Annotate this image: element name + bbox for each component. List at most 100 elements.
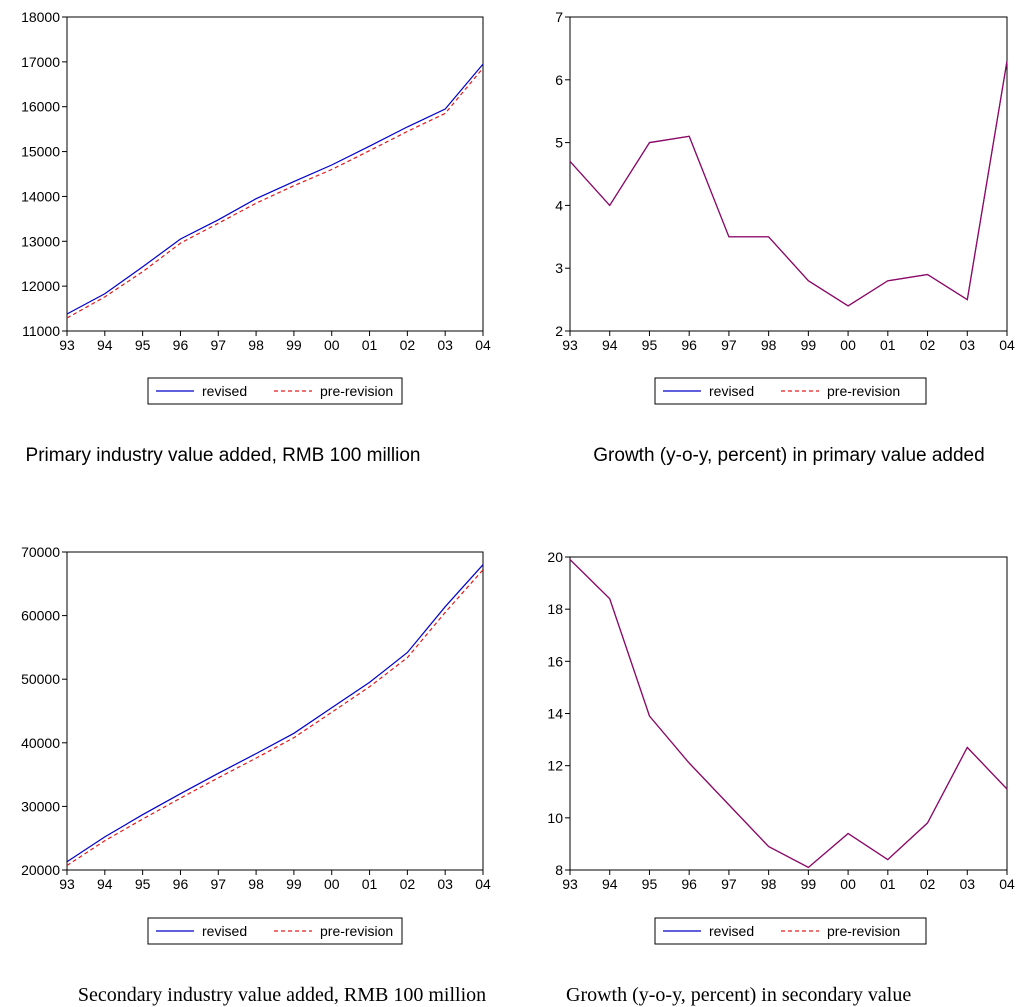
plot-frame	[66, 551, 484, 871]
x-tick-label: 00	[840, 876, 856, 892]
y-tick-label: 30000	[21, 798, 60, 814]
series-line-pre-revision	[66, 569, 484, 867]
x-tick-label: 01	[880, 876, 896, 892]
x-tick-label: 93	[59, 876, 75, 892]
y-tick-label: 2	[555, 323, 563, 339]
y-tick-label: 15000	[21, 144, 60, 160]
caption-secondary-value-added: Secondary industry value added, RMB 100 …	[78, 984, 486, 1006]
x-tick-label: 01	[362, 876, 378, 892]
x-tick-label: 95	[642, 876, 658, 892]
y-tick-label: 3	[555, 260, 563, 276]
plot-frame	[569, 556, 1008, 871]
y-tick-label: 6	[555, 72, 563, 88]
x-tick-label: 98	[761, 337, 777, 353]
panel-secondary-value-added: 20000 30000 40000 50000 60000 70000 93 94 95 96 97…	[21, 544, 491, 945]
x-tick-label: 93	[562, 876, 578, 892]
y-tick-label: 8	[555, 862, 563, 878]
x-tick-label: 00	[324, 337, 340, 353]
x-tick-label: 03	[959, 337, 975, 353]
x-tick-label: 94	[97, 876, 113, 892]
x-tick-label: 95	[135, 337, 151, 353]
y-tick-label: 14000	[21, 188, 60, 204]
x-tick-label: 98	[248, 876, 264, 892]
x-tick-label: 98	[761, 876, 777, 892]
y-tick-label: 60000	[21, 608, 60, 624]
x-tick-label: 97	[210, 337, 226, 353]
series-line-revised	[66, 63, 484, 315]
x-tick-label: 01	[362, 337, 378, 353]
y-tick-label: 16	[547, 653, 563, 669]
x-tick-label: 04	[999, 337, 1015, 353]
legend: revised pre-revision	[654, 377, 927, 405]
x-tick-label: 01	[880, 337, 896, 353]
y-tick-label: 50000	[21, 671, 60, 687]
x-tick-label: 04	[475, 337, 491, 353]
legend: revised pre-revision	[147, 917, 403, 945]
caption-primary-value-added: Primary industry value added, RMB 100 mi…	[26, 445, 421, 466]
caption-secondary-growth: Growth (y-o-y, percent) in secondary val…	[566, 984, 911, 1006]
x-tick-label: 94	[97, 337, 113, 353]
y-tick-label: 12000	[21, 278, 60, 294]
series-line-pre-revision	[569, 559, 1008, 869]
legend-label-revised: revised	[709, 383, 754, 399]
x-tick-label: 03	[959, 876, 975, 892]
panel-primary-growth: 2 3 4 5 6 7 93 94 95 96 97 98 99 00 01 02 03 04 revised pre…	[555, 9, 1015, 405]
x-tick-label: 94	[602, 876, 618, 892]
x-tick-label: 04	[999, 876, 1015, 892]
x-tick-label: 99	[286, 876, 302, 892]
x-tick-label: 97	[210, 876, 226, 892]
plot-frame	[66, 16, 484, 332]
x-tick-label: 00	[324, 876, 340, 892]
legend: revised pre-revision	[147, 377, 403, 405]
legend-label-pre-revision: pre-revision	[827, 923, 900, 939]
x-tick-label: 97	[721, 337, 737, 353]
x-tick-label: 03	[437, 876, 453, 892]
y-tick-label: 20000	[21, 862, 60, 878]
x-tick-label: 96	[681, 337, 697, 353]
x-tick-label: 03	[437, 337, 453, 353]
series-line-revised	[569, 60, 1008, 307]
legend-label-pre-revision: pre-revision	[827, 383, 900, 399]
y-tick-label: 20	[547, 549, 563, 565]
y-tick-label: 17000	[21, 54, 60, 70]
legend: revised pre-revision	[654, 917, 927, 945]
series-line-revised	[569, 559, 1008, 869]
y-tick-label: 12	[547, 758, 563, 774]
plot-frame	[569, 16, 1008, 332]
series-line-pre-revision	[569, 60, 1008, 307]
x-tick-label: 97	[721, 876, 737, 892]
y-tick-label: 14	[547, 706, 563, 722]
panel-secondary-growth: 8 10 12 14 16 18 20 93 94 95 96 97 98 99 00 01 02 03 04 rev…	[547, 549, 1015, 945]
x-tick-label: 99	[286, 337, 302, 353]
y-tick-label: 40000	[21, 735, 60, 751]
x-tick-label: 04	[475, 876, 491, 892]
legend-label-pre-revision: pre-revision	[320, 383, 393, 399]
x-tick-label: 96	[173, 337, 189, 353]
legend-label-revised: revised	[709, 923, 754, 939]
legend-label-revised: revised	[202, 923, 247, 939]
x-tick-label: 02	[400, 337, 416, 353]
x-tick-label: 99	[801, 337, 817, 353]
series-line-pre-revision	[66, 67, 484, 319]
y-tick-label: 7	[555, 9, 563, 25]
caption-primary-growth: Growth (y-o-y, percent) in primary value…	[593, 445, 984, 466]
panel-primary-value-added: 11000 12000 13000 14000 15000 16000 17000 18000…	[21, 9, 491, 405]
y-tick-label: 5	[555, 135, 563, 151]
x-tick-label: 98	[248, 337, 264, 353]
x-tick-label: 95	[642, 337, 658, 353]
y-tick-label: 18000	[21, 9, 60, 25]
y-tick-label: 13000	[21, 233, 60, 249]
legend-label-revised: revised	[202, 383, 247, 399]
x-tick-label: 93	[562, 337, 578, 353]
x-tick-label: 94	[602, 337, 618, 353]
legend-label-pre-revision: pre-revision	[320, 923, 393, 939]
y-tick-label: 16000	[21, 99, 60, 115]
y-tick-label: 4	[555, 197, 563, 213]
x-tick-label: 02	[920, 876, 936, 892]
x-tick-label: 00	[840, 337, 856, 353]
x-tick-label: 96	[681, 876, 697, 892]
x-tick-label: 02	[400, 876, 416, 892]
x-tick-label: 93	[59, 337, 75, 353]
y-tick-label: 70000	[21, 544, 60, 560]
